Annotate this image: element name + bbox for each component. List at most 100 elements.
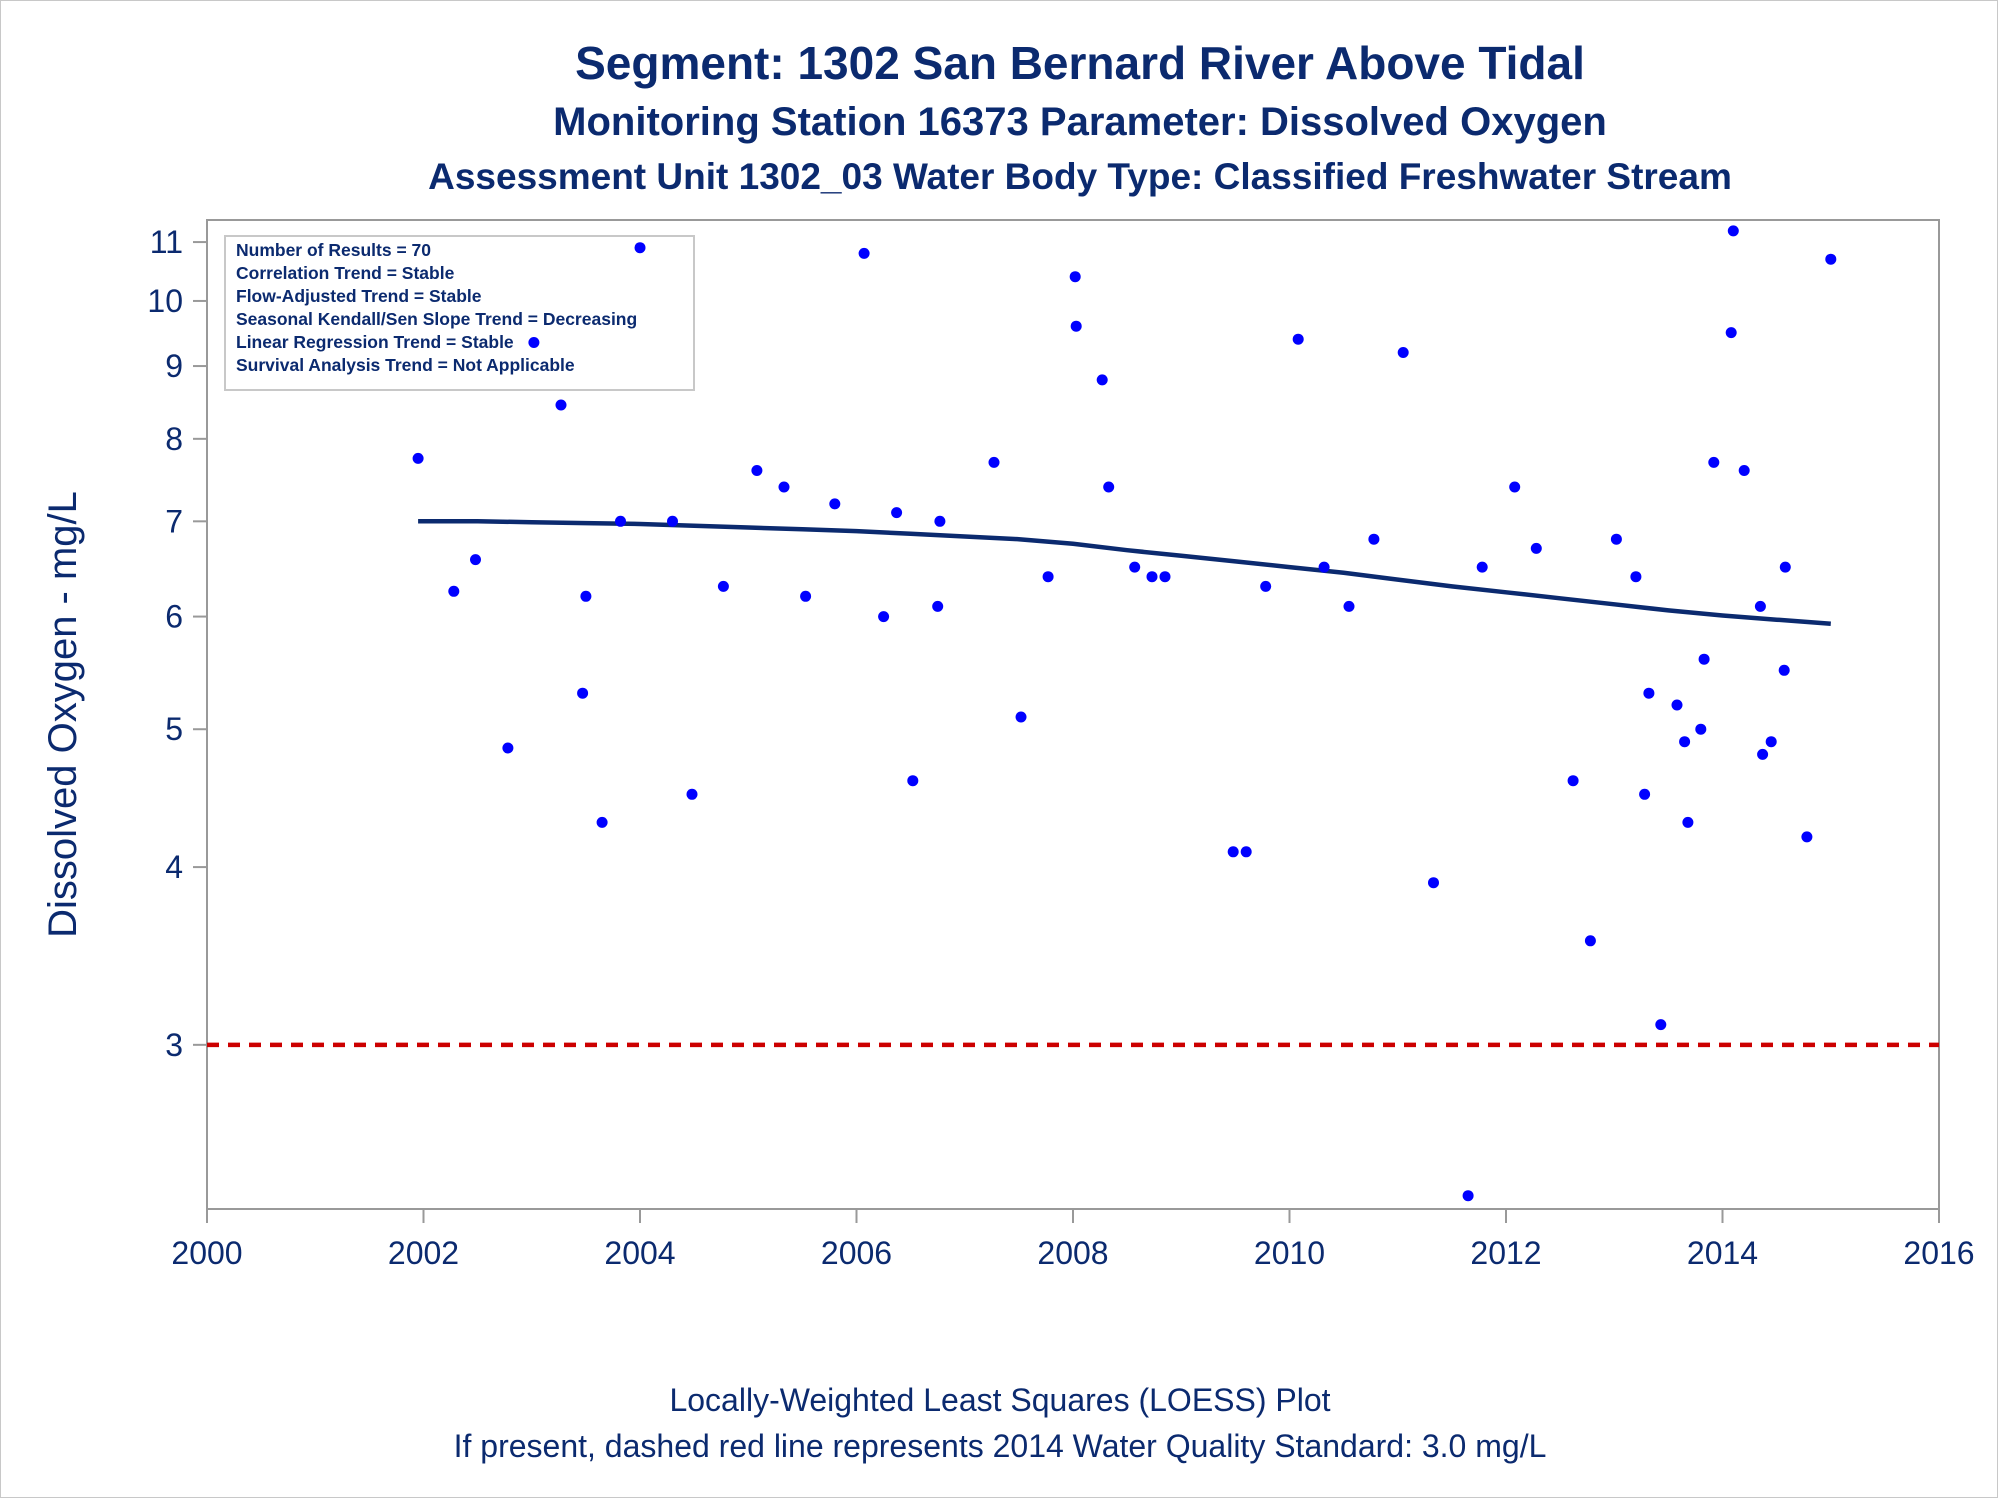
data-point bbox=[1655, 1019, 1667, 1031]
y-tick-label: 4 bbox=[165, 849, 183, 885]
y-tick-label: 11 bbox=[150, 224, 183, 260]
data-point bbox=[1682, 816, 1694, 828]
x-tick-label: 2012 bbox=[1470, 1235, 1541, 1271]
data-point bbox=[1397, 347, 1409, 358]
data-point bbox=[1159, 571, 1171, 583]
data-point bbox=[932, 600, 944, 612]
x-tick-label: 2004 bbox=[604, 1235, 675, 1271]
data-point bbox=[858, 247, 870, 259]
data-point bbox=[502, 742, 514, 754]
data-point bbox=[1639, 788, 1651, 800]
data-point bbox=[596, 816, 608, 828]
trend-summary-box: Number of Results = 70 Correlation Trend … bbox=[224, 235, 695, 391]
data-point bbox=[907, 775, 919, 787]
footer-standard-note: If present, dashed red line represents 2… bbox=[453, 1428, 1547, 1464]
y-axis: 3 4 5 6 7 8 9 10 11 bbox=[147, 224, 207, 1063]
data-point bbox=[1318, 561, 1330, 573]
data-point bbox=[470, 554, 481, 566]
footer-loess-note: Locally-Weighted Least Squares (LOESS) P… bbox=[669, 1382, 1331, 1418]
data-point bbox=[1509, 481, 1521, 493]
data-point bbox=[1779, 561, 1791, 573]
trend-summary-line: Correlation Trend = Stable bbox=[236, 263, 455, 283]
y-tick-label: 9 bbox=[165, 348, 183, 384]
x-axis: 2000 2002 2004 2006 2008 2010 2012 2014 2016 bbox=[171, 1209, 1975, 1271]
y-tick-label: 3 bbox=[165, 1027, 183, 1063]
data-point bbox=[1698, 653, 1710, 665]
data-point bbox=[1129, 561, 1141, 573]
trend-summary-border bbox=[224, 235, 695, 391]
y-tick-label: 5 bbox=[165, 711, 183, 747]
data-point bbox=[1343, 600, 1355, 612]
data-point bbox=[1070, 320, 1082, 332]
trend-summary-line: Linear Regression Trend = Stable bbox=[236, 332, 514, 352]
data-point bbox=[1476, 561, 1488, 573]
x-tick-label: 2016 bbox=[1903, 1235, 1974, 1271]
data-point bbox=[1103, 481, 1115, 493]
data-point bbox=[1778, 664, 1790, 676]
data-point bbox=[686, 788, 698, 800]
data-point bbox=[717, 580, 729, 592]
chart-title: Segment: 1302 San Bernard River Above Ti… bbox=[575, 37, 1585, 89]
data-point bbox=[1610, 533, 1622, 545]
data-point bbox=[800, 590, 812, 602]
data-point bbox=[1708, 456, 1720, 468]
y-axis-label: Dissolved Oxygen - mg/L bbox=[41, 491, 85, 938]
y-tick-label: 10 bbox=[147, 283, 183, 319]
x-tick-label: 2006 bbox=[821, 1235, 892, 1271]
data-point bbox=[1584, 935, 1596, 947]
chart-subtitle-station: Monitoring Station 16373 Parameter: Diss… bbox=[553, 100, 1607, 144]
data-point bbox=[1727, 225, 1739, 237]
data-point bbox=[1292, 333, 1304, 345]
data-point bbox=[1462, 1190, 1474, 1202]
x-tick-label: 2014 bbox=[1687, 1235, 1758, 1271]
x-tick-label: 2010 bbox=[1254, 1235, 1325, 1271]
y-tick-label: 8 bbox=[165, 421, 183, 457]
y-tick-label: 6 bbox=[165, 599, 183, 635]
data-point bbox=[1368, 533, 1380, 545]
data-point bbox=[829, 498, 841, 510]
trend-summary-line: Seasonal Kendall/Sen Slope Trend = Decre… bbox=[236, 309, 637, 329]
chart-subtitle-assessment: Assessment Unit 1302_03 Water Body Type:… bbox=[428, 156, 1732, 197]
data-point bbox=[667, 515, 678, 527]
data-point bbox=[891, 507, 903, 519]
data-point bbox=[577, 687, 589, 699]
data-point bbox=[1643, 687, 1655, 699]
data-point bbox=[1260, 580, 1272, 592]
data-point bbox=[448, 585, 460, 597]
data-points bbox=[412, 225, 1837, 1202]
data-point bbox=[1096, 374, 1108, 386]
data-point bbox=[412, 452, 424, 464]
trend-summary-line: Number of Results = 70 bbox=[236, 240, 431, 260]
data-point bbox=[1015, 711, 1027, 723]
data-point bbox=[1754, 600, 1766, 612]
data-point bbox=[615, 515, 626, 527]
data-point bbox=[1042, 571, 1054, 583]
data-point bbox=[1671, 699, 1683, 711]
data-point bbox=[1695, 723, 1707, 735]
data-point bbox=[1725, 327, 1737, 339]
x-tick-label: 2000 bbox=[171, 1235, 242, 1271]
data-point bbox=[751, 465, 763, 476]
data-point bbox=[1738, 465, 1750, 476]
data-point bbox=[580, 590, 592, 602]
data-point bbox=[528, 337, 540, 348]
data-point bbox=[1567, 775, 1579, 787]
data-point bbox=[1825, 253, 1837, 265]
data-point bbox=[1240, 846, 1252, 858]
data-point bbox=[1530, 542, 1542, 554]
data-point bbox=[934, 515, 946, 527]
x-tick-label: 2008 bbox=[1037, 1235, 1108, 1271]
trend-summary-line: Survival Analysis Trend = Not Applicable bbox=[236, 355, 575, 375]
y-tick-label: 7 bbox=[165, 503, 183, 539]
data-point bbox=[1801, 831, 1813, 843]
data-point bbox=[1069, 271, 1081, 283]
data-point bbox=[1227, 846, 1239, 858]
data-point bbox=[1765, 736, 1777, 748]
data-point bbox=[1146, 571, 1158, 583]
data-point bbox=[878, 611, 890, 623]
data-point bbox=[1630, 571, 1642, 583]
data-point bbox=[1428, 877, 1439, 889]
trend-summary-line: Flow-Adjusted Trend = Stable bbox=[236, 286, 482, 306]
